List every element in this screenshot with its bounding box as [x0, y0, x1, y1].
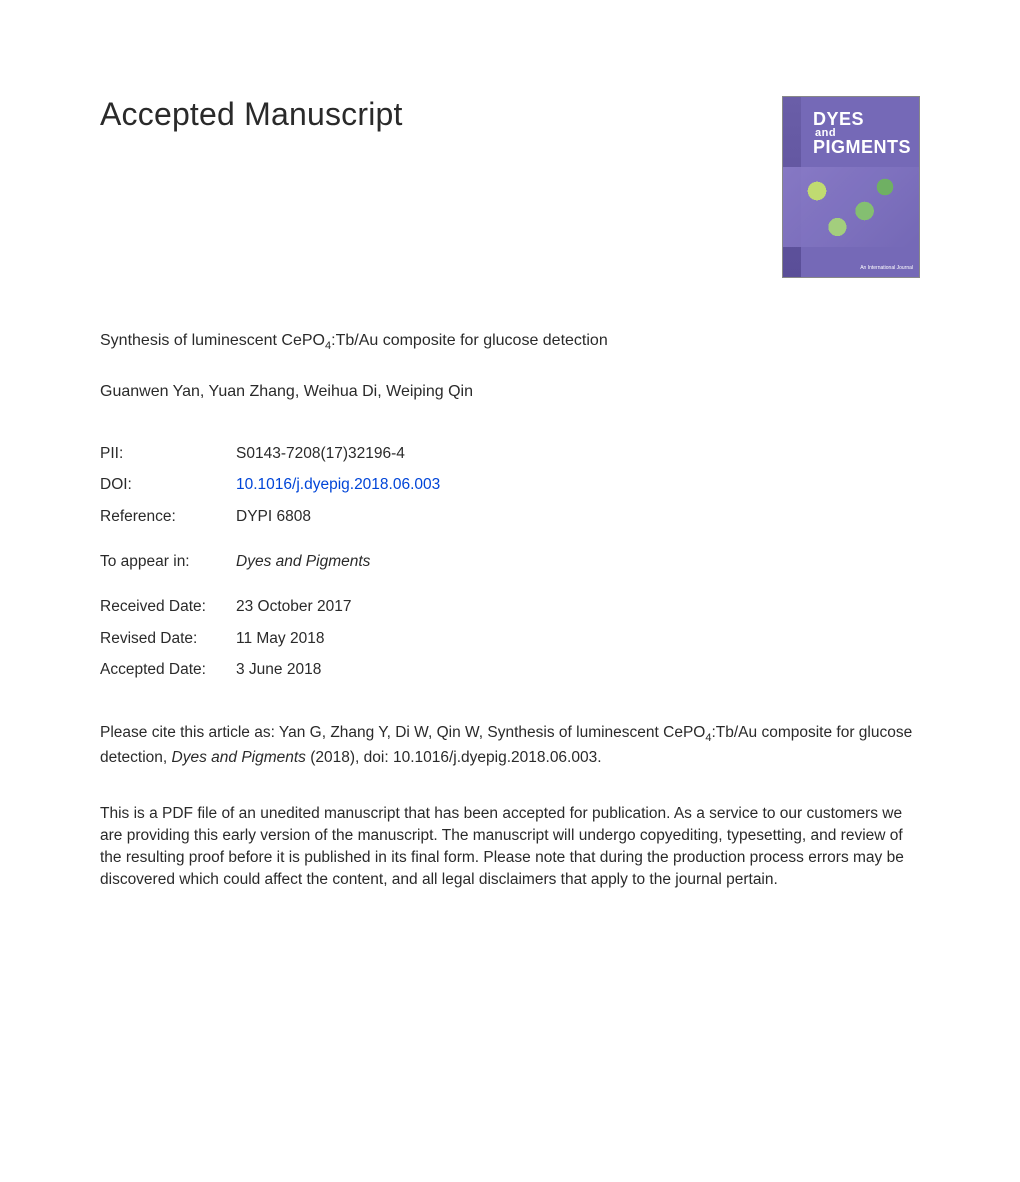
meta-value-reference: DYPI 6808 [236, 506, 311, 528]
meta-value-revised: 11 May 2018 [236, 628, 324, 650]
cover-journal-title: DYES and PIGMENTS [813, 111, 911, 156]
meta-label-doi: DOI: [100, 474, 236, 496]
meta-spacer [100, 537, 920, 551]
meta-row-accepted: Accepted Date: 3 June 2018 [100, 659, 920, 681]
meta-value-accepted: 3 June 2018 [236, 659, 321, 681]
meta-label-accepted: Accepted Date: [100, 659, 236, 681]
meta-value-appear: Dyes and Pigments [236, 551, 370, 573]
meta-row-received: Received Date: 23 October 2017 [100, 596, 920, 618]
meta-row-appear: To appear in: Dyes and Pigments [100, 551, 920, 573]
citation-post: (2018), doi: 10.1016/j.dyepig.2018.06.00… [306, 749, 602, 766]
meta-label-pii: PII: [100, 443, 236, 465]
meta-value-pii: S0143-7208(17)32196-4 [236, 443, 405, 465]
meta-label-reference: Reference: [100, 506, 236, 528]
meta-row-doi: DOI: 10.1016/j.dyepig.2018.06.003 [100, 474, 920, 496]
citation-journal: Dyes and Pigments [172, 749, 306, 766]
doi-link[interactable]: 10.1016/j.dyepig.2018.06.003 [236, 476, 440, 493]
cover-publisher-text: An International Journal [860, 265, 913, 271]
meta-row-pii: PII: S0143-7208(17)32196-4 [100, 443, 920, 465]
journal-cover-thumbnail: DYES and PIGMENTS An International Journ… [782, 96, 920, 278]
meta-label-appear: To appear in: [100, 551, 236, 573]
cover-title-line2: PIGMENTS [813, 137, 911, 157]
cover-title-line1: DYES [813, 109, 864, 129]
article-title-post: :Tb/Au composite for glucose detection [331, 332, 608, 349]
article-authors: Guanwen Yan, Yuan Zhang, Weihua Di, Weip… [100, 383, 920, 401]
article-title-pre: Synthesis of luminescent CePO [100, 332, 325, 349]
citation-block: Please cite this article as: Yan G, Zhan… [100, 722, 920, 770]
meta-row-reference: Reference: DYPI 6808 [100, 506, 920, 528]
page-heading: Accepted Manuscript [100, 96, 403, 133]
meta-spacer [100, 582, 920, 596]
meta-value-received: 23 October 2017 [236, 596, 351, 618]
article-title: Synthesis of luminescent CePO4:Tb/Au com… [100, 330, 920, 355]
meta-label-received: Received Date: [100, 596, 236, 618]
meta-label-revised: Revised Date: [100, 628, 236, 650]
metadata-table: PII: S0143-7208(17)32196-4 DOI: 10.1016/… [100, 443, 920, 682]
meta-row-revised: Revised Date: 11 May 2018 [100, 628, 920, 650]
cover-artwork [783, 167, 919, 247]
disclaimer-text: This is a PDF file of an unedited manusc… [100, 803, 920, 891]
citation-pre: Please cite this article as: Yan G, Zhan… [100, 724, 705, 741]
meta-value-doi: 10.1016/j.dyepig.2018.06.003 [236, 474, 440, 496]
